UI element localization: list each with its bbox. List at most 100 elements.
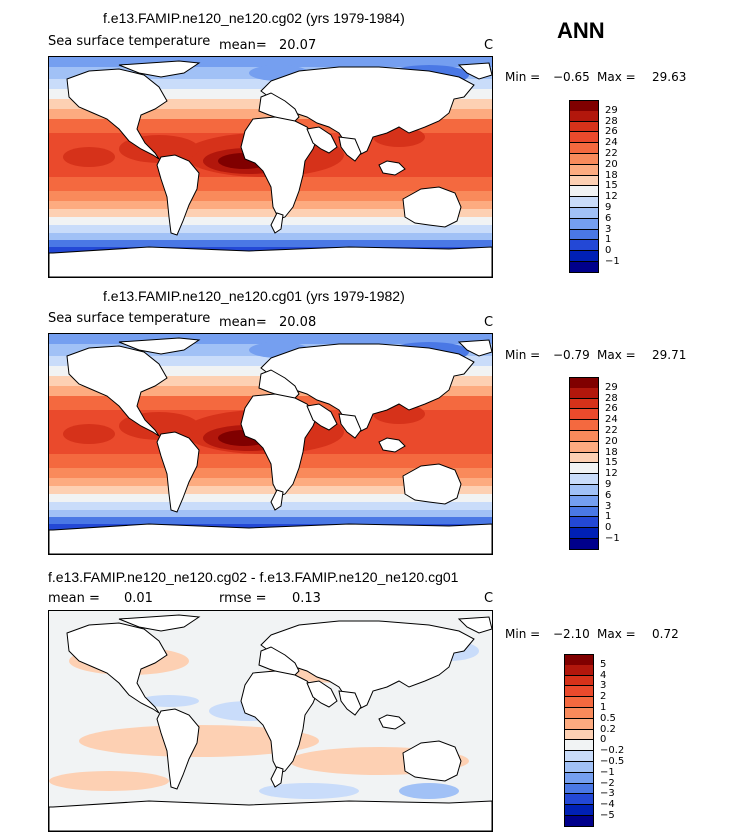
colorbar-tick-label: 18 [605,169,618,181]
panel-3-colorbar: 5 4 3 2 1 0.5 0.2 0 −0.2 −0.5 −1 −2 −3 −4 −5 [564,654,624,827]
colorbar-swatch [564,794,594,806]
colorbar-tick-label: −0.5 [600,756,625,767]
colorbar-tick-label: 20 [605,158,618,170]
panel-3-mean-label: mean = [48,591,100,606]
colorbar-tick-label: 12 [605,191,618,203]
colorbar-swatch [564,729,594,741]
colorbar-tick-label: 0.5 [600,712,616,724]
colorbar-swatch [564,783,594,795]
panel-1-max-label: Max = [597,70,636,84]
panel-3-min-value: −2.10 [553,627,590,641]
panel-2-colorbar: 29 28 26 24 22 20 18 15 12 9 6 3 1 0 −1 [569,377,620,550]
colorbar-swatch [569,186,599,198]
colorbar-swatch [569,229,599,241]
colorbar-tick-label: 1 [600,702,607,713]
colorbar-tick-label: 28 [605,392,618,404]
colorbar-swatch [564,686,594,698]
colorbar-tick-label: 0 [605,522,612,534]
panel-1-variable: Sea surface temperature [48,34,211,49]
panel-1-mean-value: 20.07 [279,38,317,53]
colorbar-swatch [569,132,599,144]
colorbar-swatch [569,262,599,273]
colorbar-tick-label: 1 [605,511,612,523]
panel-3-rmse-label: rmse = [219,591,267,606]
colorbar-tick-label: 29 [605,381,618,393]
colorbar-tick-label: −1 [605,256,620,267]
colorbar-swatch [569,474,599,485]
panel-3-max-value: 0.72 [652,627,679,641]
colorbar-swatch [569,463,599,475]
colorbar-swatch [569,251,599,262]
colorbar-swatch [569,175,599,187]
panel-1-mean-label: mean= [219,38,267,53]
colorbar-tick-label: 2 [600,691,607,703]
colorbar-swatch [564,664,594,676]
colorbar-swatch [569,143,599,154]
panel-1-min-value: −0.65 [553,70,590,84]
colorbar-tick-label: 20 [605,435,618,447]
colorbar-swatch [569,452,599,464]
colorbar-tick-label: 6 [605,489,612,501]
colorbar-swatch [569,208,599,219]
colorbar-tick-label: 15 [605,180,618,192]
colorbar-tick-label: 26 [605,126,618,138]
colorbar-swatch [569,409,599,421]
colorbar-swatch [569,539,599,550]
colorbar-swatch [569,398,599,410]
colorbar-tick-label: −5 [600,810,615,821]
colorbar-swatch [564,751,594,762]
colorbar-swatch [564,740,594,752]
colorbar-tick-label: 12 [605,468,618,480]
colorbar-swatch [564,816,594,827]
colorbar-swatch [569,517,599,529]
panel-2-map [48,333,493,555]
colorbar-swatch [564,675,594,687]
panel-3-title: f.e13.FAMIP.ne120_ne120.cg02 - f.e13.FAM… [48,569,459,585]
colorbar-tick-label: −1 [600,766,615,778]
colorbar-swatch [569,164,599,176]
colorbar-swatch [569,154,599,165]
panel-3-min-label: Min = [505,627,541,641]
panel-1-title: f.e13.FAMIP.ne120_ne120.cg02 (yrs 1979-1… [103,10,405,26]
panel-2-title: f.e13.FAMIP.ne120_ne120.cg01 (yrs 1979-1… [103,288,405,304]
colorbar-swatch [569,197,599,208]
panel-2-unit: C [484,315,494,330]
colorbar-tick-label: −0.2 [600,745,625,757]
panel-3-max-label: Max = [597,627,636,641]
colorbar-swatch [569,110,599,122]
colorbar-swatch [569,387,599,399]
season-label: ANN [557,18,605,43]
colorbar-tick-label: 6 [605,212,612,224]
panel-3-rmse-value: 0.13 [292,591,321,606]
colorbar-swatch [564,805,594,816]
colorbar-tick-label: 24 [605,137,618,149]
colorbar-swatch [569,441,599,453]
panel-2-mean-label: mean= [219,315,267,330]
colorbar-tick-label: −3 [600,788,615,800]
colorbar-swatch [564,718,594,730]
colorbar-tick-label: 3 [600,680,607,692]
panel-2-variable: Sea surface temperature [48,311,211,326]
colorbar-tick-label: 1 [605,234,612,246]
colorbar-tick-label: −4 [600,799,615,811]
colorbar-tick-label: 22 [605,425,618,436]
colorbar-swatch [569,495,599,507]
colorbar-tick-label: 29 [605,104,618,116]
colorbar-tick-label: −2 [600,777,615,789]
colorbar-swatch [569,218,599,230]
colorbar-tick-label: 18 [605,446,618,458]
panel-1-max-value: 29.63 [652,70,687,84]
colorbar-swatch [564,762,594,773]
colorbar-swatch [569,121,599,133]
colorbar-tick-label: 28 [605,115,618,127]
panel-3-mean-value: 0.01 [124,591,153,606]
panel-1-map [48,56,493,278]
panel-1-min-label: Min = [505,70,541,84]
colorbar-swatch [564,708,594,719]
panel-1-colorbar: 29 28 26 24 22 20 18 15 12 9 6 3 1 0 −1 [569,100,620,273]
colorbar-swatch [569,420,599,431]
panel-2-mean-value: 20.08 [279,315,317,330]
colorbar-tick-label: 3 [605,500,612,512]
panel-2-max-value: 29.71 [652,348,687,362]
colorbar-tick-label: 9 [605,479,612,490]
